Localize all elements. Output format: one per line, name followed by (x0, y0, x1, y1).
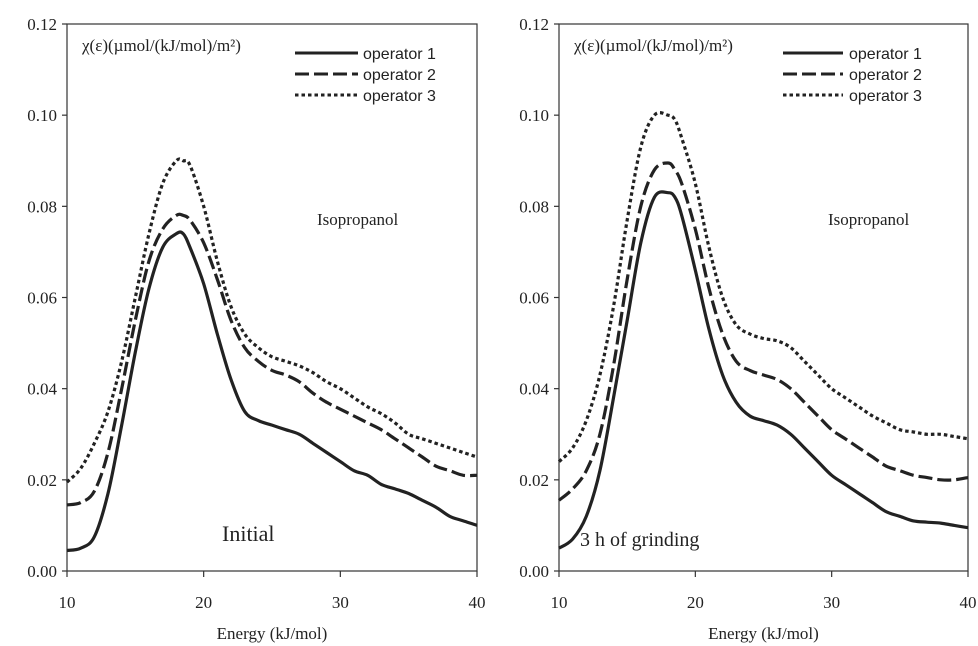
annotation-adsorbate: Isopropanol (828, 210, 909, 229)
series-line-operator-1 (558, 190, 969, 550)
series-line-operator-2 (66, 212, 478, 507)
legend-label-operator-3: operator 3 (849, 88, 922, 105)
chart-panel-1: 0.00 0.02 0.04 0.06 0.08 0.10 0.12 10 20 30 40 Ener… (27, 15, 485, 643)
legend: operator 1 operator 2 operator 3 (295, 46, 436, 105)
x-tick-label: 10 (59, 593, 76, 612)
y-tick-label: 0.02 (519, 471, 549, 490)
y-tick-label: 0.12 (519, 15, 549, 34)
y-tick-label: 0.00 (519, 562, 549, 581)
y-tick-label: 0.08 (27, 197, 57, 216)
legend-label-operator-2: operator 2 (849, 67, 922, 84)
y-tick-label: 0.04 (27, 380, 57, 399)
legend-label-operator-1: operator 1 (849, 46, 922, 63)
x-tick-label: 20 (195, 593, 212, 612)
y-tick-label: 0.08 (519, 197, 549, 216)
series-line-operator-3 (65, 157, 478, 484)
y-tick-label: 0.12 (27, 15, 57, 34)
chart-panel-2: 0.00 0.02 0.04 0.06 0.08 0.10 0.12 10 20 30 40 Ener… (519, 15, 976, 643)
y-tick-label: 0.10 (27, 106, 57, 125)
x-tick-label: 10 (551, 593, 568, 612)
x-axis-title: Energy (kJ/mol) (217, 624, 328, 643)
x-tick-label: 30 (823, 593, 840, 612)
x-tick-label: 40 (960, 593, 977, 612)
x-tick-label: 30 (332, 593, 349, 612)
y-tick-label: 0.04 (519, 380, 549, 399)
series-line-operator-3 (557, 111, 969, 463)
annotation-condition: Initial (222, 521, 275, 546)
annotation-adsorbate: Isopropanol (317, 210, 398, 229)
annotation-condition: 3 h of grinding (580, 529, 699, 551)
legend-label-operator-3: operator 3 (363, 88, 436, 105)
x-axis-title: Energy (kJ/mol) (708, 624, 819, 643)
y-axis-label: χ(ε)(µmol/(kJ/mol)/m²) (81, 36, 241, 55)
legend: operator 1 operator 2 operator 3 (783, 46, 922, 105)
legend-label-operator-2: operator 2 (363, 67, 436, 84)
plot-frame (558, 23, 969, 572)
series-line-operator-2 (557, 161, 969, 502)
y-tick-label: 0.06 (27, 289, 57, 308)
y-axis-label: χ(ε)(µmol/(kJ/mol)/m²) (573, 36, 733, 55)
y-tick-label: 0.10 (519, 106, 549, 125)
legend-label-operator-1: operator 1 (363, 46, 436, 63)
y-tick-label: 0.02 (27, 471, 57, 490)
series-line-operator-1 (66, 230, 478, 553)
x-tick-label: 40 (469, 593, 486, 612)
y-tick-label: 0.00 (27, 562, 57, 581)
x-tick-label: 20 (687, 593, 704, 612)
y-tick-label: 0.06 (519, 289, 549, 308)
plot-frame (66, 23, 478, 572)
